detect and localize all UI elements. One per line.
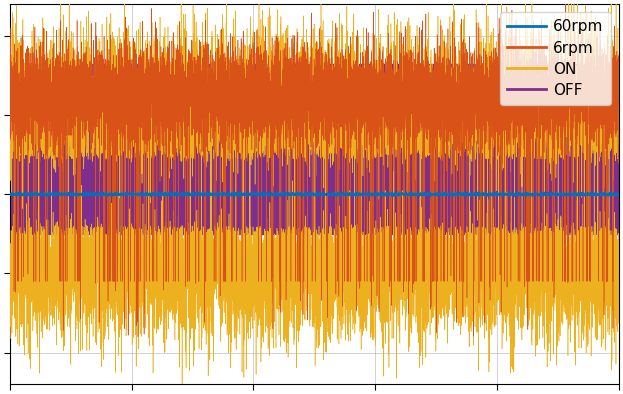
Legend: 60rpm, 6rpm, ON, OFF: 60rpm, 6rpm, ON, OFF	[500, 12, 611, 106]
